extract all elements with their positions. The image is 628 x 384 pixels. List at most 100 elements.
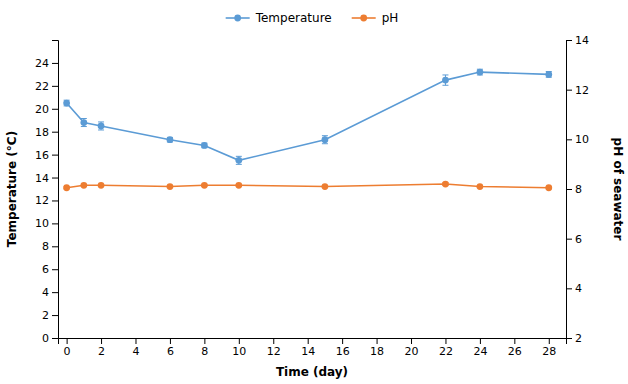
series	[63, 181, 552, 191]
point	[63, 184, 70, 191]
tick: 28	[542, 338, 556, 358]
y-axis: 024681012141618202224	[35, 41, 59, 346]
point	[98, 182, 105, 189]
tick-label: 24	[35, 57, 49, 70]
tick-mark	[566, 90, 572, 91]
tick: 2	[566, 332, 582, 345]
point	[80, 119, 87, 126]
tick: 16	[35, 149, 58, 162]
legend-marker	[360, 15, 367, 22]
tick-label: 10	[232, 345, 246, 358]
tick-label: 10	[35, 217, 49, 230]
tick-mark	[549, 338, 550, 344]
tick: 22	[439, 338, 453, 358]
tick: 0	[64, 338, 71, 358]
tick-mark	[52, 223, 58, 224]
axis-line	[52, 41, 59, 339]
tick-label: 18	[370, 345, 384, 358]
x-axis: 0246810121416182022242628	[59, 338, 567, 358]
tick: 10	[232, 338, 246, 358]
tick-mark	[52, 315, 58, 316]
tick-label: 14	[35, 172, 49, 185]
tick-label: 2	[575, 332, 582, 345]
tick: 8	[42, 240, 58, 253]
axis-line	[59, 339, 567, 345]
point	[167, 183, 174, 190]
tick-mark	[514, 338, 515, 344]
tick-mark	[52, 292, 58, 293]
tick-label: 26	[508, 345, 522, 358]
error-bar	[81, 119, 87, 127]
tick-mark	[239, 338, 240, 344]
tick-label: 12	[575, 84, 589, 97]
point	[477, 69, 484, 76]
tick-mark	[342, 338, 343, 344]
point	[98, 123, 105, 130]
tick-mark	[52, 132, 58, 133]
y2-axis: 2468101214	[566, 34, 589, 345]
legend-label: Temperature	[255, 11, 332, 25]
tick: 4	[42, 286, 58, 299]
tick: 10	[35, 217, 58, 230]
chart: 0246810121416182022242628024681012141618…	[0, 0, 628, 384]
point	[167, 136, 174, 143]
legend-marker	[234, 15, 241, 22]
error-bar	[236, 156, 242, 164]
marks	[63, 69, 552, 191]
tick-mark	[52, 178, 58, 179]
tick: 8	[201, 338, 208, 358]
y2-axis-title: pH of seawater	[611, 138, 625, 241]
error-bar	[98, 122, 104, 130]
tick: 18	[35, 126, 58, 139]
tick-mark	[480, 338, 481, 344]
tick-label: 8	[42, 240, 49, 253]
tick: 10	[566, 133, 589, 146]
point	[235, 182, 242, 189]
tick-label: 4	[575, 282, 582, 295]
tick-label: 0	[42, 332, 49, 345]
tick-mark	[566, 239, 572, 240]
tick: 0	[42, 332, 58, 345]
tick: 2	[98, 338, 105, 358]
point	[322, 136, 329, 143]
tick: 12	[566, 84, 589, 97]
tick-label: 20	[35, 103, 49, 116]
point	[545, 71, 552, 78]
tick-label: 12	[267, 345, 281, 358]
tick-label: 28	[542, 345, 556, 358]
tick: 24	[473, 338, 487, 358]
tick-mark	[101, 338, 102, 344]
tick-mark	[52, 86, 58, 87]
plot: 0246810121416182022242628024681012141618…	[35, 34, 589, 358]
tick-mark	[377, 338, 378, 344]
tick: 14	[35, 172, 58, 185]
tick-mark	[135, 338, 136, 344]
point	[477, 183, 484, 190]
tick: 8	[566, 183, 582, 196]
tick-mark	[411, 338, 412, 344]
tick-label: 4	[42, 286, 49, 299]
tick: 12	[267, 338, 281, 358]
tick-label: 18	[35, 126, 49, 139]
tick-label: 22	[439, 345, 453, 358]
tick-label: 10	[575, 133, 589, 146]
tick-label: 8	[575, 183, 582, 196]
tick: 4	[132, 338, 139, 358]
tick-label: 14	[575, 34, 589, 47]
point	[201, 182, 208, 189]
point	[442, 181, 449, 188]
error-bar	[64, 100, 70, 106]
tick: 20	[35, 103, 58, 116]
tick-label: 16	[35, 149, 49, 162]
tick-mark	[52, 269, 58, 270]
point	[63, 100, 70, 107]
tick-mark	[308, 338, 309, 344]
tick-label: 2	[42, 309, 49, 322]
tick: 2	[42, 309, 58, 322]
tick: 14	[301, 338, 315, 358]
tick: 24	[35, 57, 58, 70]
tick-label: 0	[64, 345, 71, 358]
tick-label: 2	[98, 345, 105, 358]
tick-mark	[170, 338, 171, 344]
tick-label: 14	[301, 345, 315, 358]
